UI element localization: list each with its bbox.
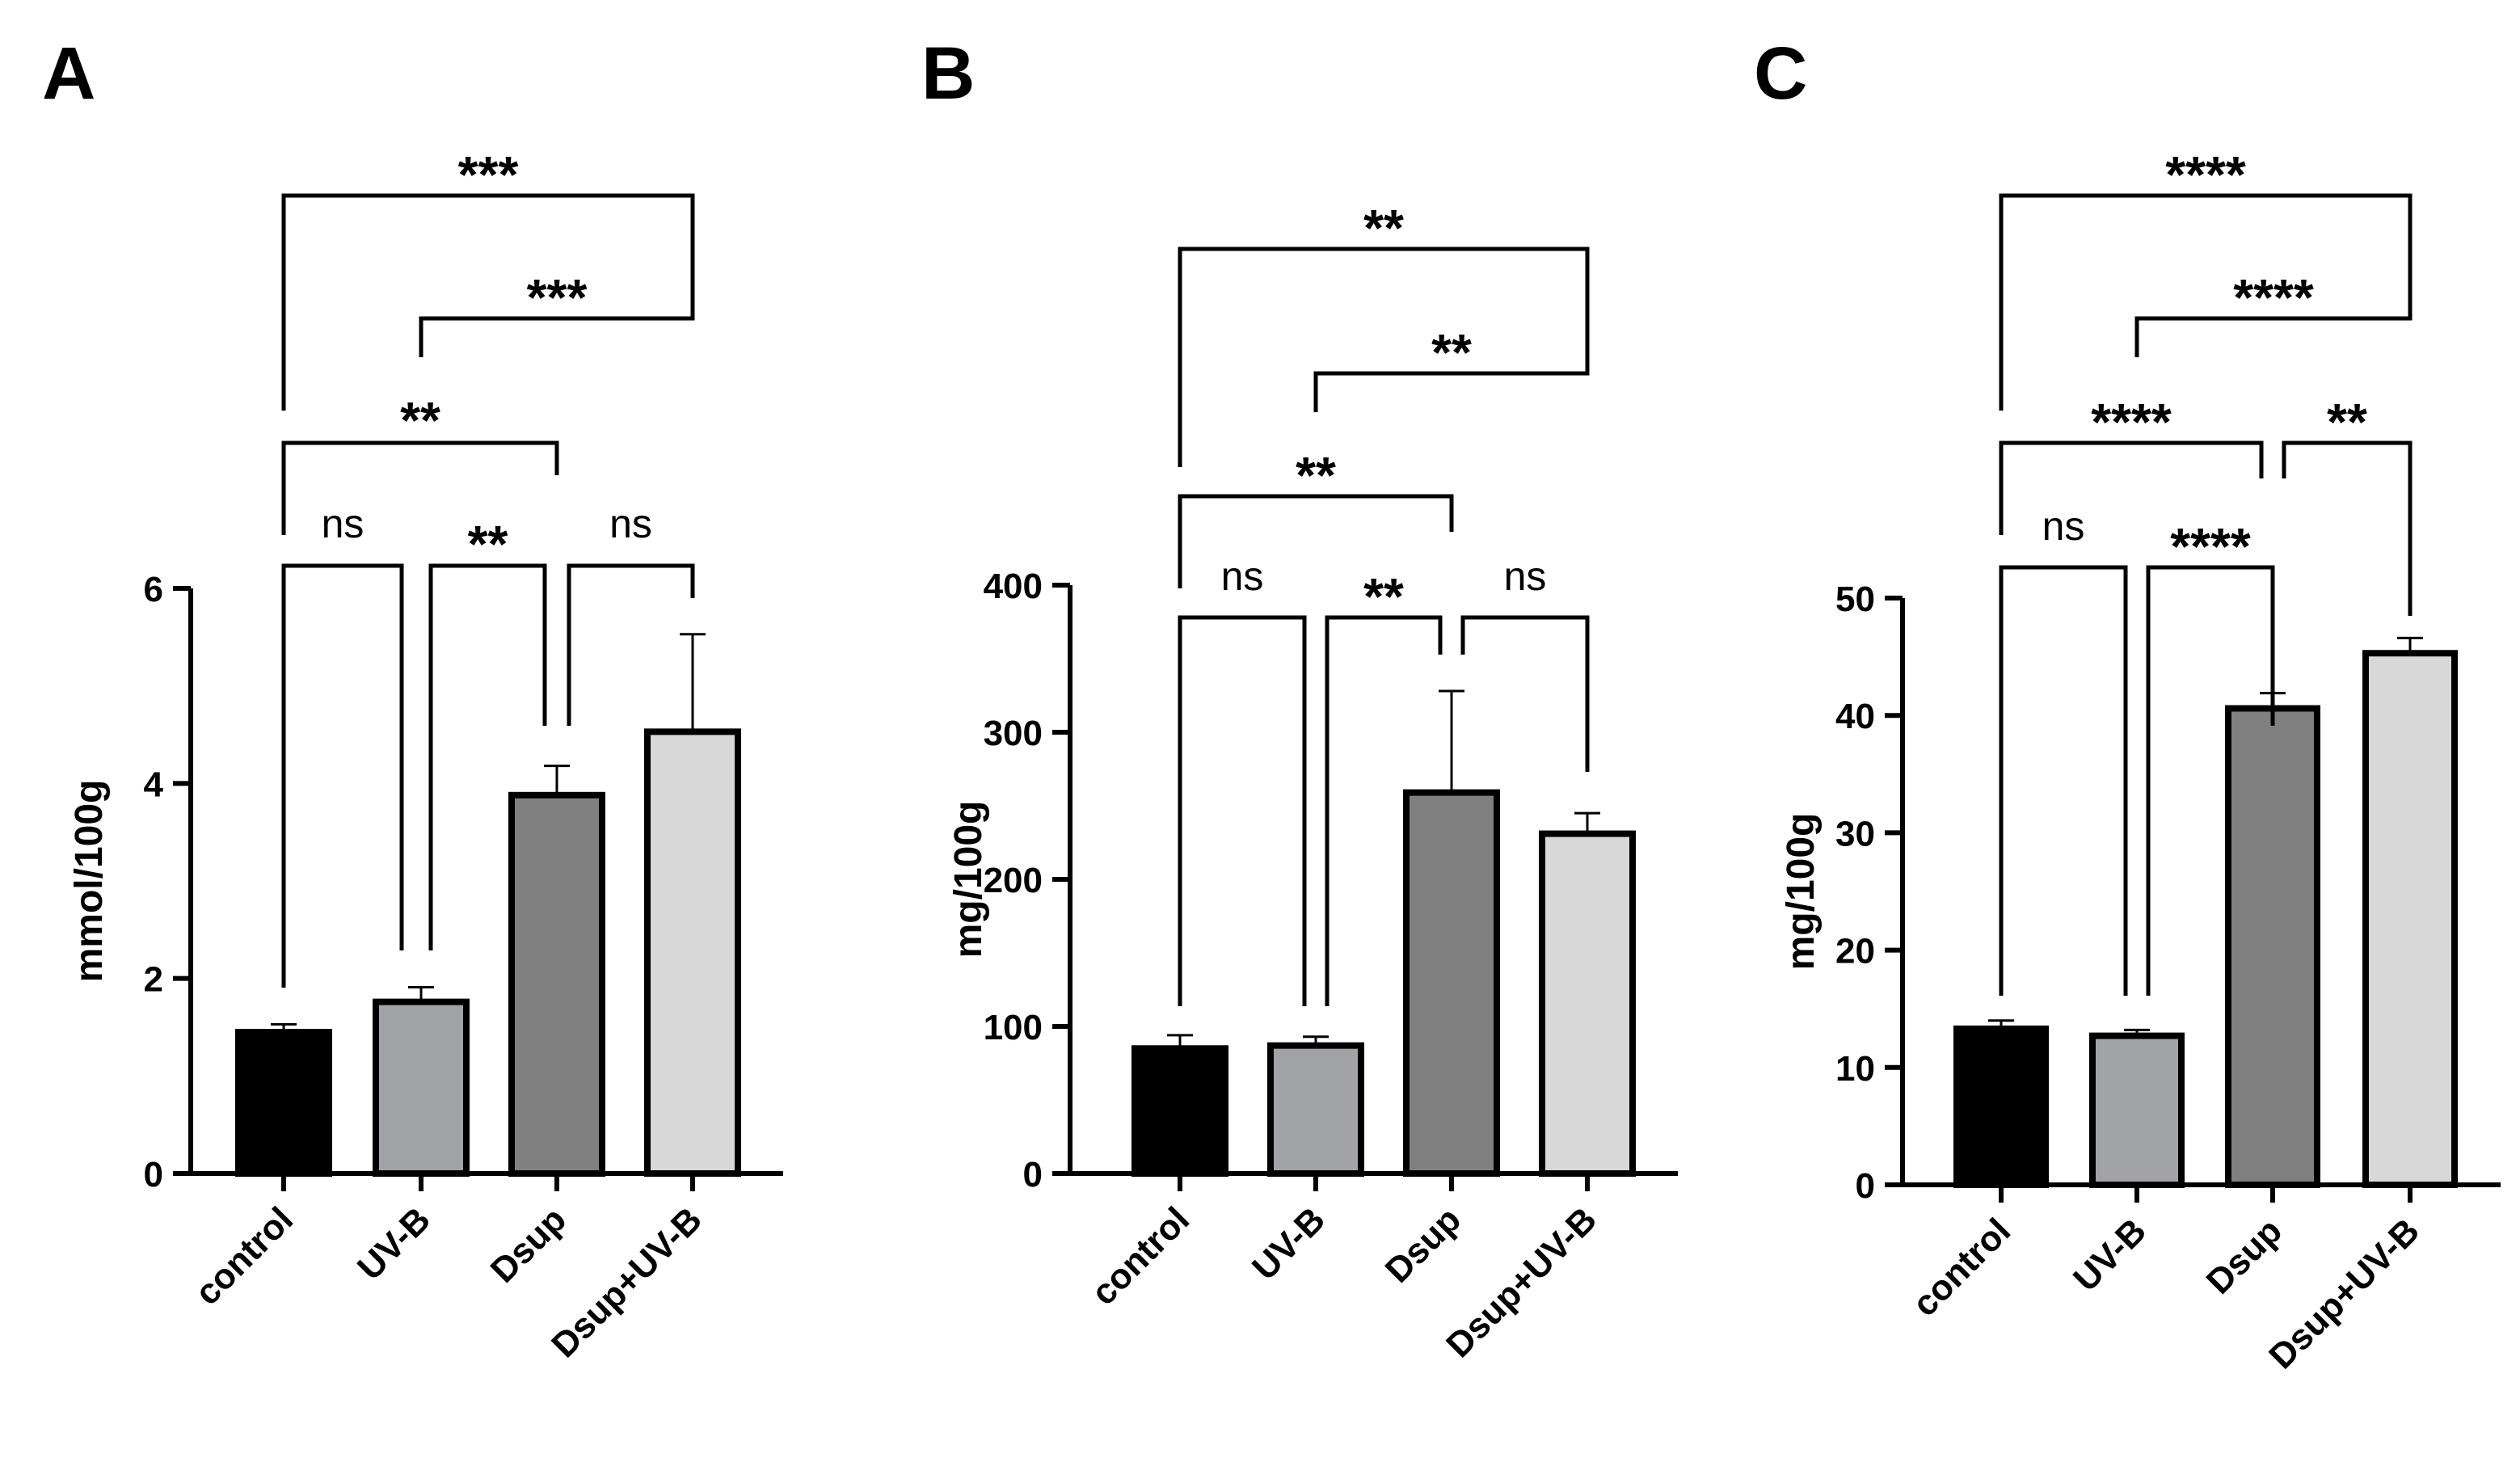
significance-label-a: **	[468, 515, 508, 573]
y-tick-label-a: 0	[144, 1155, 163, 1195]
y-axis-label-b: mg/100g	[947, 801, 990, 959]
y-tick-label-b: 0	[1023, 1155, 1043, 1195]
significance-bracket-b	[1460, 615, 1590, 772]
significance-label-b: **	[1296, 446, 1336, 504]
y-tick-label-c: 10	[1835, 1049, 1875, 1089]
bar-b	[1131, 1045, 1228, 1178]
y-tick-label-c: 50	[1835, 579, 1875, 619]
significance-label-b: ns	[1221, 554, 1264, 599]
y-tick-label-a: 2	[144, 960, 163, 1000]
significance-bracket-b	[1178, 247, 1590, 467]
category-label-a: UV-B	[350, 1199, 438, 1287]
significance-bracket-c	[2134, 283, 2413, 357]
y-tick-label-b: 400	[984, 567, 1043, 606]
significance-label-c: ****	[2170, 517, 2251, 575]
y-tick-label-a: 6	[144, 570, 163, 609]
panel-letter-b: B	[921, 32, 975, 115]
y-tick-label-c: 20	[1835, 932, 1875, 971]
bar-a	[508, 791, 605, 1178]
significance-bracket-b	[1313, 338, 1590, 412]
significance-label-b: ns	[1504, 554, 1547, 599]
significance-bracket-b	[1178, 615, 1307, 1006]
significance-bracket-a	[281, 563, 404, 988]
significance-label-a: ***	[527, 268, 588, 327]
bar-c	[2089, 1032, 2185, 1188]
y-tick-label-b: 200	[984, 861, 1043, 900]
significance-bracket-c	[2282, 440, 2413, 616]
category-label-b: UV-B	[1245, 1199, 1333, 1287]
y-tick-label-b: 100	[984, 1008, 1043, 1047]
significance-bracket-a	[419, 281, 695, 357]
bar-c	[2362, 650, 2458, 1188]
bar-a	[235, 1029, 332, 1177]
category-label-b: Dsup	[1378, 1199, 1469, 1290]
y-tick-label-c: 30	[1835, 814, 1875, 853]
bar-c	[1953, 1025, 2049, 1189]
y-tick-label-c: 40	[1835, 697, 1875, 736]
significance-label-c: **	[2327, 393, 2367, 451]
significance-label-c: ****	[2233, 268, 2314, 327]
significance-bracket-c	[1999, 193, 2413, 411]
category-label-a: Dsup	[483, 1199, 574, 1290]
panel-letter-a: A	[42, 32, 95, 115]
category-label-a: control	[188, 1199, 301, 1313]
bar-b	[1403, 789, 1500, 1177]
bar-a	[644, 728, 741, 1177]
significance-label-a: ns	[609, 501, 652, 546]
significance-bracket-a	[281, 440, 559, 535]
y-tick-label-a: 4	[144, 765, 164, 804]
y-axis-label-c: mg/100g	[1780, 813, 1823, 971]
category-label-c: control	[1905, 1211, 2018, 1324]
significance-label-c: ns	[2042, 504, 2085, 549]
category-label-c: UV-B	[2066, 1211, 2154, 1299]
significance-label-c: ****	[2165, 145, 2246, 204]
significance-bracket-a	[567, 563, 695, 726]
significance-bracket-c	[2146, 565, 2275, 996]
category-label-c: Dsup	[2199, 1211, 2290, 1301]
significance-label-b: **	[1363, 567, 1404, 626]
bar-b	[1267, 1042, 1364, 1178]
bar-c	[2225, 705, 2320, 1188]
panel-letter-c: C	[1754, 32, 1807, 115]
significance-bracket-b	[1178, 494, 1454, 588]
y-tick-label-c: 0	[1856, 1166, 1875, 1206]
y-axis-label-a: mmol/100g	[68, 780, 111, 983]
category-label-b: control	[1084, 1199, 1197, 1313]
significance-bracket-a	[428, 563, 547, 950]
y-tick-label-b: 300	[984, 714, 1043, 753]
significance-label-a: ns	[322, 501, 365, 546]
significance-bracket-a	[281, 193, 695, 411]
significance-label-b: **	[1431, 323, 1472, 381]
significance-label-c: ****	[2091, 393, 2172, 451]
significance-label-a: ***	[458, 145, 519, 204]
significance-label-b: **	[1363, 199, 1404, 257]
significance-bracket-c	[1999, 565, 2128, 996]
significance-bracket-b	[1325, 615, 1443, 1006]
significance-bracket-c	[1999, 440, 2264, 535]
bar-b	[1539, 830, 1636, 1177]
bar-a	[373, 998, 470, 1178]
significance-label-a: **	[400, 391, 440, 449]
